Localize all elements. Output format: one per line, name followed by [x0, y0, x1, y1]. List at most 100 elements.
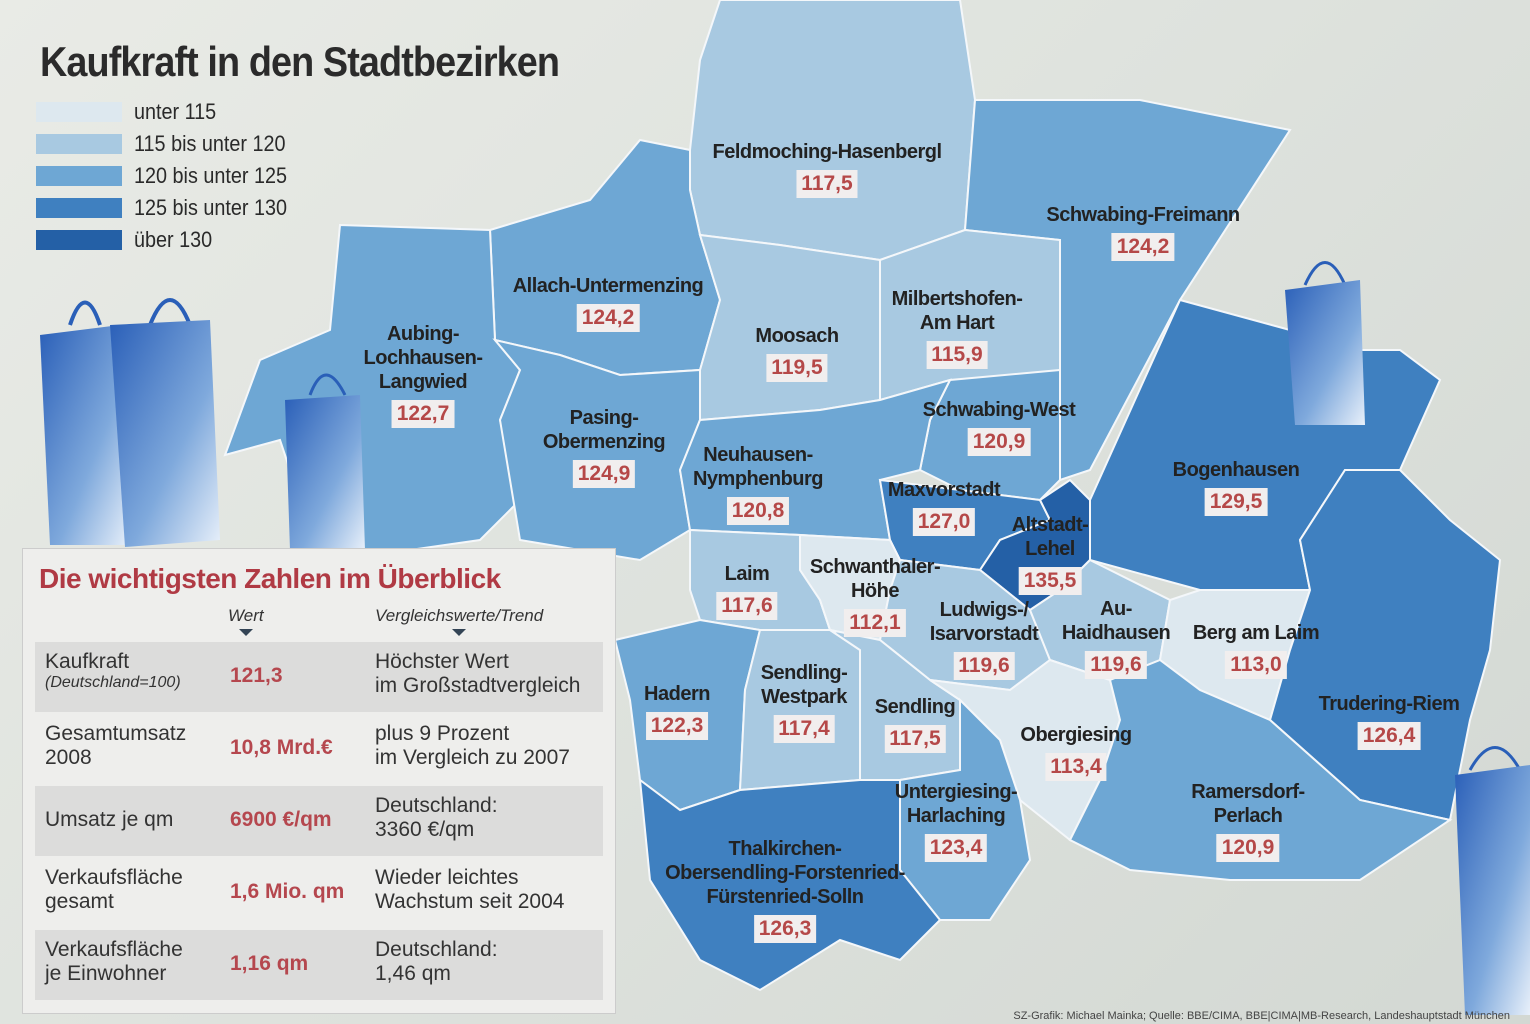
district-label: Hadern 122,3 — [644, 682, 710, 740]
row-label: Kaufkraft (Deutschland=100) — [45, 650, 181, 692]
map-title: Kaufkraft in den Stadtbezirken — [40, 38, 560, 85]
row-compare: Deutschland: 3360 €/qm — [375, 794, 498, 841]
district-value: 124,2 — [576, 304, 640, 332]
district-name: Sendling — [874, 696, 956, 718]
district-label: Ramersdorf- Perlach 120,9 — [1191, 780, 1305, 862]
district-value: 126,3 — [753, 915, 817, 943]
district-label: Schwabing-West 120,9 — [923, 398, 1076, 456]
legend: unter 115 115 bis unter 120 120 bis unte… — [36, 96, 304, 256]
district-label: Milbertshofen- Am Hart 115,9 — [892, 287, 1023, 369]
legend-label: 115 bis unter 120 — [134, 131, 286, 156]
summary-title: Die wichtigsten Zahlen im Überblick — [39, 563, 501, 594]
district-value: 120,8 — [726, 497, 790, 525]
district-label: Maxvorstadt 127,0 — [887, 478, 1001, 536]
district-value: 117,4 — [773, 715, 835, 743]
district-name: Moosach — [755, 325, 839, 347]
district-value: 113,0 — [1225, 651, 1287, 679]
row-value: 1,6 Mio. qm — [230, 880, 345, 903]
district-area — [899, 697, 1032, 921]
legend-item: 115 bis unter 120 — [36, 128, 304, 160]
district-label: Moosach 119,5 — [755, 324, 839, 382]
district-name: Ludwigs-/ Isarvorstadt — [929, 599, 1039, 645]
district-value: 120,9 — [1216, 834, 1280, 862]
row-compare: plus 9 Prozent im Vergleich zu 2007 — [375, 722, 570, 769]
district-value: 126,4 — [1357, 722, 1421, 750]
district-name: Schwabing-Freimann — [1046, 204, 1240, 226]
legend-item: unter 115 — [36, 96, 304, 128]
district-value: 117,6 — [716, 592, 778, 620]
district-name: Trudering-Riem — [1318, 693, 1460, 715]
legend-swatch — [36, 102, 122, 122]
district-name: Laim — [724, 563, 770, 585]
table-row: Umsatz je qm 6900 €/qm Deutschland: 3360… — [35, 786, 603, 856]
district-name: Aubing- Lochhausen- Langwied — [363, 323, 483, 393]
district-area — [638, 777, 942, 992]
row-value: 10,8 Mrd.€ — [230, 736, 333, 759]
district-value: 135,5 — [1018, 567, 1082, 595]
legend-swatch — [36, 166, 122, 186]
table-row: Gesamtumsatz 2008 10,8 Mrd.€ plus 9 Proz… — [35, 714, 603, 784]
district-label: Trudering-Riem 126,4 — [1319, 692, 1460, 750]
district-label: Au- Haidhausen 119,6 — [1061, 597, 1171, 679]
district-name: Feldmoching-Hasenbergl — [712, 141, 942, 163]
table-row: Kaufkraft (Deutschland=100) 121,3 Höchste… — [35, 642, 603, 712]
legend-item: über 130 — [36, 224, 304, 256]
district-label: Sendling- Westpark 117,4 — [761, 661, 848, 743]
district-value: 122,3 — [645, 712, 709, 740]
district-value: 122,7 — [391, 400, 455, 428]
row-label: Verkaufsfläche je Einwohner — [45, 938, 183, 985]
district-value: 127,0 — [912, 508, 976, 536]
district-label: Bogenhausen 129,5 — [1173, 458, 1300, 516]
district-label: Laim 117,6 — [716, 562, 778, 620]
row-value: 1,16 qm — [230, 952, 309, 975]
column-header-compare: Vergleichswerte/Trend — [375, 606, 543, 636]
district-name: Berg am Laim — [1192, 622, 1320, 644]
row-label: Umsatz je qm — [45, 808, 174, 831]
district-name: Hadern — [644, 683, 710, 705]
shopping-bag-illustration — [1285, 261, 1365, 425]
district-label: Thalkirchen- Obersendling-Forstenried- F… — [665, 837, 905, 943]
district-value: 113,4 — [1045, 753, 1107, 781]
district-value: 119,6 — [953, 652, 1015, 680]
district-name: Au- Haidhausen — [1061, 598, 1171, 644]
district-value: 124,2 — [1111, 233, 1175, 261]
district-label: Obergiesing 113,4 — [1020, 723, 1132, 781]
row-value: 6900 €/qm — [230, 808, 332, 831]
district-label: Allach-Untermenzing 124,2 — [513, 274, 704, 332]
district-value: 119,5 — [766, 354, 828, 382]
legend-label: 125 bis unter 130 — [134, 195, 288, 220]
legend-label: unter 115 — [134, 99, 217, 124]
column-header-value: Wert — [228, 606, 264, 636]
legend-label: über 130 — [134, 227, 213, 252]
district-name: Maxvorstadt — [887, 479, 1001, 501]
source-credit: SZ-Grafik: Michael Mainka; Quelle: BBE/C… — [1013, 1010, 1510, 1022]
district-label: Sendling 117,5 — [874, 695, 956, 753]
district-name: Sendling- Westpark — [760, 662, 848, 708]
district-name: Ramersdorf- Perlach — [1191, 781, 1305, 827]
district-value: 123,4 — [924, 834, 988, 862]
district-name: Obergiesing — [1020, 724, 1132, 746]
legend-swatch — [36, 198, 122, 218]
row-sublabel: (Deutschland=100) — [45, 674, 181, 691]
district-name: Milbertshofen- Am Hart — [891, 288, 1023, 334]
district-name: Neuhausen- Nymphenburg — [692, 444, 824, 490]
district-name: Pasing- Obermenzing — [542, 407, 666, 453]
district-value: 117,5 — [884, 725, 946, 753]
district-label: Aubing- Lochhausen- Langwied 122,7 — [364, 322, 483, 428]
district-value: 112,1 — [844, 609, 906, 637]
row-value: 121,3 — [230, 664, 283, 687]
district-value: 115,9 — [926, 341, 988, 369]
shopping-bag-illustration — [1455, 746, 1530, 1015]
district-label: Schwanthaler- Höhe 112,1 — [810, 555, 941, 637]
row-label: Verkaufsfläche gesamt — [45, 866, 183, 913]
district-value: 124,9 — [572, 460, 636, 488]
row-compare: Höchster Wert im Großstadtvergleich — [375, 650, 581, 697]
district-label: Berg am Laim 113,0 — [1192, 621, 1320, 679]
legend-label: 120 bis unter 125 — [134, 163, 288, 188]
summary-table: Die wichtigsten Zahlen im Überblick Wert… — [22, 548, 616, 1014]
district-label: Untergiesing- Harlaching 123,4 — [895, 780, 1018, 862]
row-label-text: Kaufkraft — [45, 650, 130, 673]
row-compare: Deutschland: 1,46 qm — [375, 938, 498, 985]
district-name: Allach-Untermenzing — [512, 275, 704, 297]
legend-item: 125 bis unter 130 — [36, 192, 304, 224]
